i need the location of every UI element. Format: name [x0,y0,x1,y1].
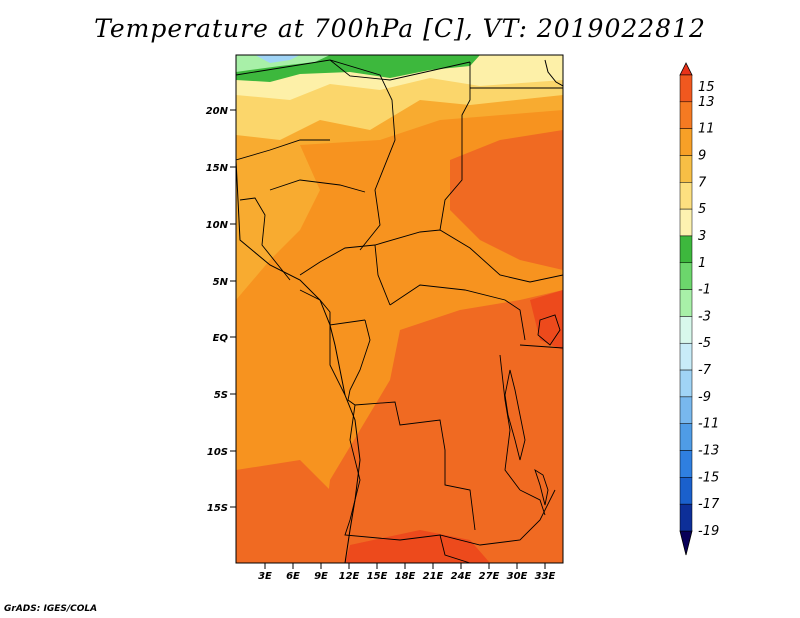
lon-label: 27E [479,571,500,582]
lon-label: 18E [395,571,416,582]
coastline [236,159,361,563]
border-line [347,319,476,531]
country-borders [236,59,563,563]
credit-text: GrADS: IGES/COLA [4,604,98,614]
lakes [504,314,561,506]
colorbar-cell [679,316,693,344]
colorbar-bottom-arrow [679,530,693,556]
colorbar-cells [679,74,693,532]
border-line [439,534,471,563]
border-line [299,229,563,283]
border-line [499,354,521,491]
lat-label: 20N [206,106,229,117]
border-line [344,404,556,546]
colorbar-label: -11 [698,417,719,432]
map-title: Temperature at 700hPa [C], VT: 201902281… [94,14,706,43]
lake-tanganyika [504,369,526,461]
colorbar-label: 5 [698,202,706,217]
lon-label: 33E [535,571,556,582]
lon-label: 3E [258,571,272,582]
lat-label: 15S [207,503,228,514]
field-blue-north [255,55,300,63]
lake-victoria [537,314,561,346]
colorbar-label: -9 [698,390,711,405]
colorbar-label: -7 [698,363,712,378]
colorbar-label: -19 [698,524,719,539]
latitude-axis: 20N 15N 10N 5N EQ 5S 10S 15S [206,106,236,514]
lat-label: EQ [213,333,229,344]
colorbar-label: 3 [698,229,706,244]
lat-label: 5S [214,390,228,401]
lon-label: 9E [314,571,328,582]
colorbar-label: -3 [698,309,711,324]
lon-label: 15E [367,571,388,582]
field-warmest-east [530,290,563,350]
border-line [519,344,563,349]
colorbar-label: -5 [698,336,711,351]
colorbar-label: -13 [698,444,719,459]
border-line [236,139,330,161]
border-line [439,62,471,231]
colorbar-label: -17 [698,497,720,512]
colorbar-cell [679,369,693,398]
colorbar-cell [679,262,693,290]
colorbar-cell [679,208,693,237]
lake-malawi [534,468,549,506]
border-line [329,325,346,396]
colorbar-cell [679,423,693,451]
field-warm-southwest [236,460,330,563]
lon-label: 30E [507,571,528,582]
colorbar-label: 1 [698,256,706,271]
colorbar-cell [679,289,693,317]
colorbar-label: -1 [698,283,711,298]
lon-label: 24E [451,571,472,582]
border-line [374,244,391,306]
longitude-axis: 3E 6E 9E 12E 15E 18E 21E 24E 27E 30E 33E [258,563,556,582]
lon-label: 12E [339,571,360,582]
colorbar-cell [679,74,693,103]
map-frame [235,54,564,564]
lat-label: 10N [206,220,229,231]
colorbar-top-arrow [679,62,693,76]
border-line [239,197,291,281]
colorbar-cell [679,450,693,478]
colorbar-cell [679,101,693,129]
colorbar-cell [679,477,693,505]
border-line [299,289,366,326]
lon-label: 21E [423,571,444,582]
field-warm-east [450,130,563,270]
colorbar-label: 15 [698,80,715,95]
colorbar-label: -15 [698,470,719,485]
colorbar-cell [679,235,693,264]
colorbar-label: 7 [698,175,707,190]
colorbar-label: 11 [698,122,715,137]
field-lightgreen-north [236,55,330,72]
colorbar-cell [679,503,693,532]
lat-label: 15N [206,163,229,174]
border-line [329,59,471,81]
border-line [389,284,526,341]
temperature-field [236,55,563,563]
colorbar-cell [679,155,693,183]
colorbar-cell [679,342,693,371]
colorbar-cell [679,182,693,210]
border-line [519,489,546,516]
lat-label: 5N [213,277,229,288]
border-line [236,59,396,251]
colorbar-cell [679,396,693,424]
lat-label: 10S [207,447,228,458]
colorbar-label: 9 [698,148,706,163]
red-sea-coast [544,59,563,87]
colorbar-label: 13 [698,95,715,110]
border-line [269,179,366,193]
lon-label: 6E [286,571,300,582]
colorbar-cell [679,128,693,156]
